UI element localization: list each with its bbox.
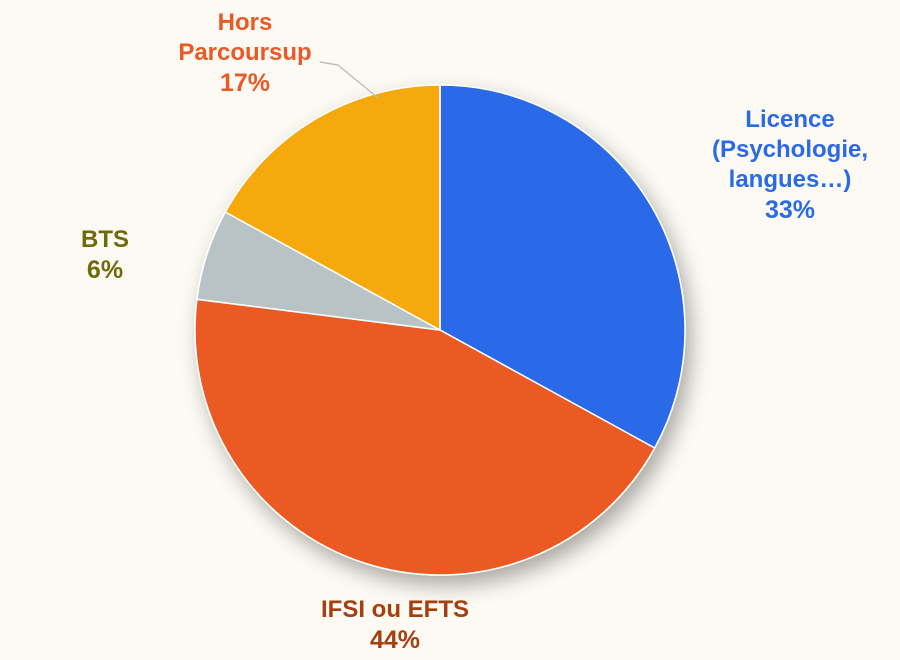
- slice-label-bts: BTS6%: [81, 225, 129, 286]
- pie-chart-container: Licence (Psychologie, langues…)33% IFSI o…: [0, 0, 900, 660]
- slice-label-ifsi: IFSI ou EFTS44%: [321, 595, 469, 656]
- pie-chart-svg: [0, 0, 900, 660]
- slice-label-text-hors: Hors Parcoursup: [178, 8, 311, 68]
- slice-label-text-bts: BTS: [81, 225, 129, 255]
- slice-label-hors: Hors Parcoursup17%: [178, 8, 311, 99]
- slice-label-text-licence: Licence (Psychologie, langues…): [712, 105, 868, 195]
- slice-label-text-ifsi: IFSI ou EFTS: [321, 595, 469, 625]
- leader-line-hors: [320, 62, 378, 98]
- slice-percent-bts: 6%: [81, 255, 129, 286]
- slice-percent-ifsi: 44%: [321, 625, 469, 656]
- slice-label-licence: Licence (Psychologie, langues…)33%: [712, 105, 868, 226]
- slice-percent-hors: 17%: [178, 68, 311, 99]
- slice-percent-licence: 33%: [712, 195, 868, 226]
